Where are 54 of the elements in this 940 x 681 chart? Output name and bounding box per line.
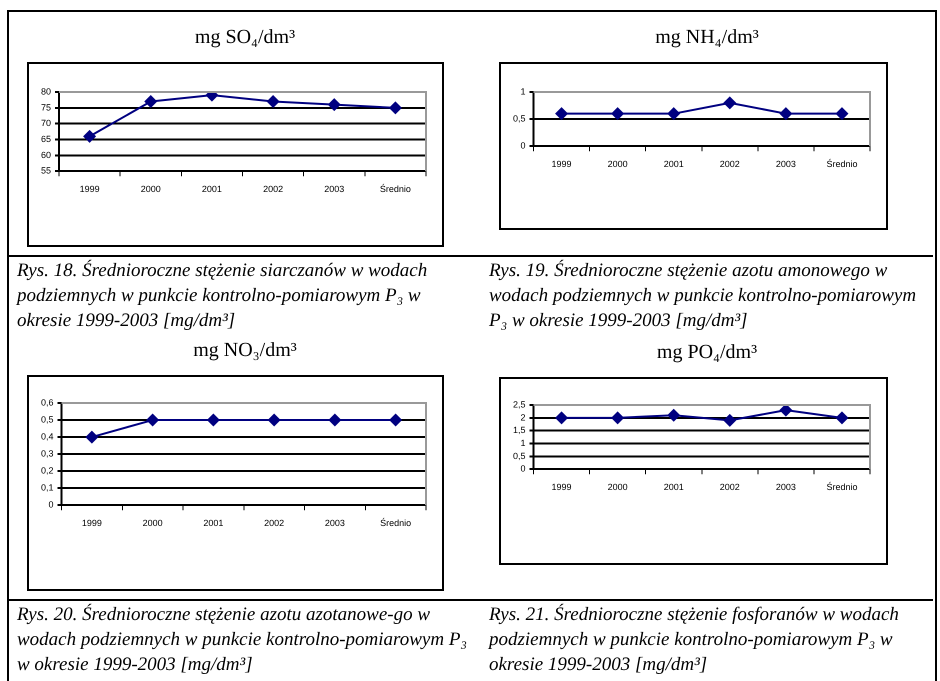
y-tick-label: 0	[520, 464, 526, 474]
x-tick-label: 2003	[324, 184, 344, 194]
x-tick-label: 2000	[608, 482, 628, 492]
y-tick-label: 0,2	[40, 466, 54, 476]
y-tick-label: 2,5	[512, 399, 526, 410]
x-tick-label: 1999	[552, 159, 572, 170]
x-tick-label: 1999	[82, 518, 102, 528]
x-tick-label: 2001	[203, 518, 224, 528]
x-tick-label: 2003	[776, 159, 796, 170]
x-tick-label: 2000	[142, 518, 163, 528]
x-tick-label: 2002	[263, 184, 284, 194]
x-tick-label: 2003	[324, 518, 345, 528]
y-tick-label: 75	[40, 102, 52, 112]
x-tick-label: 1999	[552, 482, 572, 492]
x-tick-label: Średnio	[380, 517, 412, 528]
y-tick-label: 60	[40, 150, 52, 160]
x-tick-label: 2001	[202, 184, 222, 194]
y-tick-label: 1	[520, 86, 526, 96]
y-tick-label: 0,6	[40, 397, 54, 408]
x-tick-label: 2000	[608, 159, 628, 170]
x-tick-label: 2003	[776, 482, 796, 492]
y-tick-label: 70	[40, 118, 52, 128]
text: Rys. 18. Średnioroczne stężenie siarczanów w wodach podziemnych w punkcie kontrolno-pomiarowym P₃ w okresie 1999-2003 [mg/dm³]	[9, 255, 481, 332]
x-tick-label: 2000	[140, 184, 161, 194]
chart-title: mg NH₄/dm³	[654, 26, 760, 49]
y-tick-label: 0,4	[40, 432, 54, 442]
y-tick-label: 0	[520, 140, 526, 151]
text: Rys. 19. Średnioroczne stężenie azotu amonowego w wodach podziemnych w punkcie kontrolno-pomiarowym P₃ w okresie 1999-2003 [mg/dm³]	[481, 255, 933, 332]
x-tick-label: Średnio	[826, 158, 858, 170]
y-tick-label: 0,5	[40, 414, 54, 425]
text: Rys. 21. Średnioroczne stężenie fosforanów w wodach podziemnych w punkcie kontrolno-pomiarowym P₃ w okresie 1999-2003 [mg/dm³]	[481, 599, 933, 681]
y-tick-label: 0,5	[512, 450, 526, 461]
y-tick-label: 0,5	[512, 114, 526, 124]
x-tick-label: 2001	[664, 159, 684, 170]
x-tick-label: Średnio	[826, 481, 858, 492]
y-tick-label: 1,5	[512, 425, 526, 436]
y-tick-label: 2	[520, 412, 526, 422]
y-tick-label: 0,3	[40, 448, 54, 459]
text: Rys. 20. Średnioroczne stężenie azotu azotanowe-go w wodach podziemnych w punkcie kontrolno-pomiarowym P₃ w okresie 1999-2003 [mg/dm³]	[9, 599, 481, 681]
chart-title: mg NO₃/dm³	[192, 339, 298, 362]
y-tick-label: 80	[40, 86, 52, 96]
y-tick-label: 65	[40, 134, 52, 144]
y-tick-label: 55	[40, 166, 52, 176]
chart-title: mg SO₄/dm³	[194, 26, 296, 49]
x-tick-label: 2002	[720, 159, 740, 170]
y-tick-label: 1	[520, 438, 526, 448]
x-tick-label: 2001	[664, 482, 684, 492]
x-tick-label: 2002	[264, 518, 284, 528]
y-tick-label: 0,1	[40, 482, 54, 493]
x-tick-label: 2002	[720, 482, 740, 492]
x-tick-label: Średnio	[380, 183, 411, 194]
y-tick-label: 0	[48, 500, 54, 510]
chart-title: mg PO₄/dm³	[656, 341, 758, 364]
x-tick-label: 1999	[80, 184, 100, 194]
